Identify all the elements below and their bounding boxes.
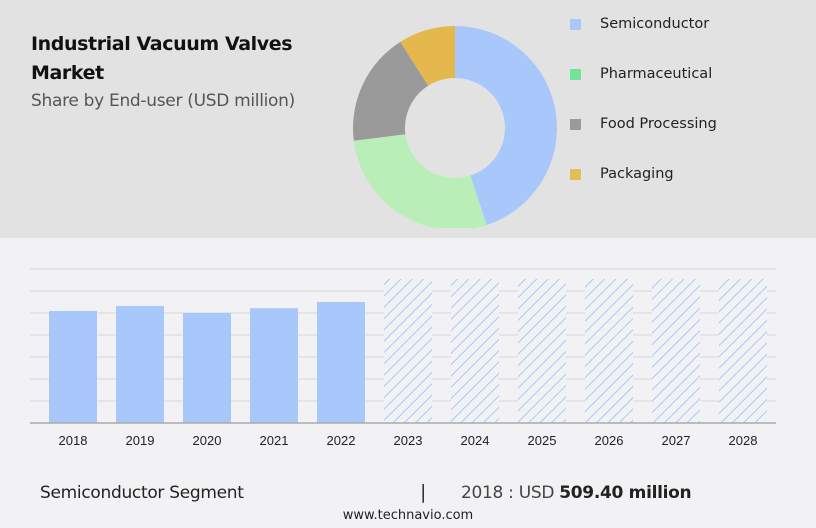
legend-label: Packaging	[600, 166, 674, 182]
legend-label: Pharmaceutical	[600, 66, 713, 82]
x-tick-label: 2024	[461, 433, 490, 448]
donut-slice-food-processing	[353, 41, 429, 141]
legend-item: Food Processing	[570, 114, 717, 134]
x-tick-label: 2021	[260, 433, 289, 448]
x-tick-label: 2026	[595, 433, 624, 448]
legend-label: Food Processing	[600, 116, 717, 132]
forecast-bar-2027	[652, 279, 700, 423]
forecast-bar-2024	[451, 279, 499, 423]
forecast-bar-2023	[384, 279, 432, 423]
forecast-bar-2028	[719, 279, 767, 423]
segment-value: 2018 : USD 509.40 million	[461, 483, 692, 503]
source-url: www.technavio.com	[342, 508, 474, 523]
donut-slice-pharmaceutical	[353, 134, 487, 230]
legend-swatch	[570, 18, 581, 30]
chart-title: Industrial Vacuum Valves Market	[31, 33, 293, 84]
donut-slice-packaging	[400, 26, 455, 86]
value-amount: 509.40 million	[559, 483, 692, 503]
bar-2021	[250, 308, 298, 423]
x-tick-label: 2027	[662, 433, 691, 448]
x-tick-label: 2018	[59, 433, 88, 448]
legend-swatch	[570, 168, 581, 180]
footer-separator: |	[420, 481, 427, 503]
legend-swatch	[570, 118, 581, 130]
legend-item: Packaging	[570, 164, 674, 184]
x-tick-label: 2023	[394, 433, 423, 448]
legend-item: Semiconductor	[570, 14, 709, 34]
x-tick-label: 2019	[126, 433, 155, 448]
x-tick-label: 2025	[528, 433, 557, 448]
bar-2018	[49, 310, 97, 423]
donut-slice-semiconductor	[455, 26, 557, 226]
forecast-bar-2025	[518, 279, 566, 423]
value-prefix: 2018 : USD	[461, 483, 555, 503]
legend-item: Pharmaceutical	[570, 64, 712, 84]
bar-2020	[183, 313, 231, 423]
x-tick-label: 2028	[729, 433, 758, 448]
segment-label: Semiconductor Segment	[40, 483, 244, 503]
forecast-bar-2026	[585, 279, 633, 423]
chart-subtitle: Share by End-user (USD million)	[31, 91, 295, 111]
bar-2019	[116, 305, 164, 423]
legend-swatch	[570, 68, 581, 80]
header-panel: Industrial Vacuum Valves Market Share by…	[0, 0, 816, 238]
legend-label: Semiconductor	[600, 16, 710, 32]
bar-2022	[317, 302, 365, 423]
bar-chart: 2018 2019 2020 2021 2022 2023 2024 2025 2026 2027…	[30, 268, 776, 448]
x-tick-label: 2020	[193, 433, 222, 448]
donut-chart	[350, 26, 560, 235]
x-tick-label: 2022	[327, 433, 356, 448]
